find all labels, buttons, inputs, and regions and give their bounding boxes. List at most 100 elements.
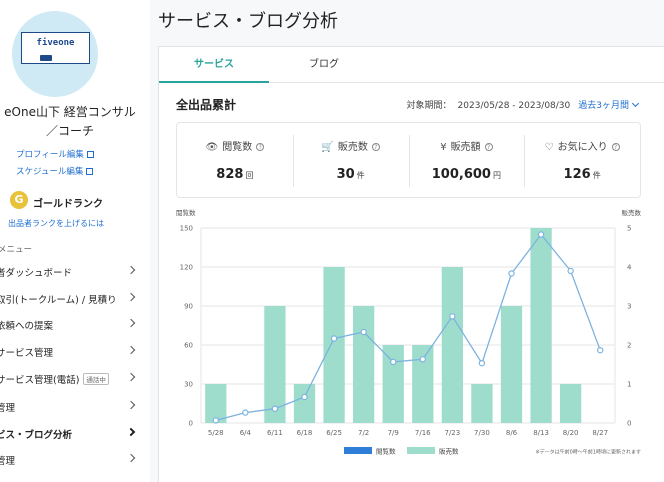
bar-sales [293,384,316,423]
heart-icon: ♡ [544,142,554,153]
summary-title: 全出品累計 [176,98,237,112]
rank-up-link[interactable]: 出品者ランクを上げるには [8,219,104,228]
y-axis-right-title: 販売数 [622,208,642,217]
menu-item-phone-service[interactable]: サービス管理(電話) 通話中 [0,366,140,392]
y-tick-label-left: 30 [184,381,193,389]
chevron-right-icon [126,265,136,275]
chevron-right-icon [126,453,136,463]
y-tick-label-right: 1 [627,381,631,389]
analytics-card: サービス ブログ 全出品累計 対象期間： 2023/05/28 - 2023/08… [158,46,664,482]
bar-sales [382,345,404,423]
chevron-right-icon [126,427,136,437]
chevron-down-icon [631,99,640,108]
user-name: eOne山下 経営コンサル ／コーチ [4,105,136,138]
point-views [449,313,456,320]
legend-swatch-sales [407,447,435,454]
schedule-edit-link[interactable]: スケジュール編集 [16,165,94,177]
bar-sales [500,306,523,423]
bar-sales [412,345,434,423]
x-tick-label: 8/6 [506,429,518,437]
stat-views: 👁 閲覧数? 828 回 [177,123,293,197]
cart-icon: 🛒 [321,142,334,153]
point-views [419,356,426,363]
x-tick-label: 7/9 [388,429,399,437]
point-views [212,417,219,424]
menu-heading: メニュー [0,245,33,255]
y-tick-label-left: 0 [189,420,193,428]
period-info: 対象期間： 2023/05/28 - 2023/08/30 過去3ヶ月間 [407,98,640,111]
stat-sales-count: 🛒 販売数? 30 件 [292,123,409,197]
x-tick-label: 7/2 [358,429,369,437]
status-badge: 通話中 [83,373,109,385]
chevron-right-icon [126,400,136,410]
avatar[interactable]: fiveone [12,11,98,97]
edit-icon [86,168,94,175]
x-tick-label: 7/30 [474,429,490,437]
x-tick-label: 5/28 [208,429,224,437]
stat-favorites: ♡ お気に入り? 126 件 [524,123,640,197]
x-tick-label: 6/11 [267,429,283,437]
chevron-right-icon [126,318,136,328]
y-tick-label-right: 2 [627,342,631,350]
y-tick-label-left: 60 [184,342,193,350]
legend-label-views: 閲覧数 [376,447,396,456]
point-views [478,359,486,367]
tab-blog[interactable]: ブログ [309,59,339,70]
y-tick-label-right: 5 [627,225,631,233]
y-tick-label-right: 4 [627,264,632,272]
point-views [271,405,279,412]
help-icon[interactable]: ? [484,143,493,151]
bar-sales [441,267,464,423]
logo: fiveone [21,32,90,64]
point-views [537,231,545,238]
rank-title: ゴールドランク [33,199,103,210]
point-views [301,393,308,401]
period-dates: 2023/05/28 - 2023/08/30 [457,101,571,111]
legend-label-sales: 販売数 [439,447,459,456]
profile-edit-link[interactable]: プロフィール編集 [16,148,94,160]
laptop-icon [40,55,52,61]
x-tick-label: 6/18 [297,429,313,437]
menu-item-analytics[interactable]: ビス・ブログ分析 [0,421,140,447]
legend-swatch-views [344,447,372,454]
menu-item-service-management[interactable]: サービス管理 [0,339,140,365]
x-tick-label: 8/20 [563,429,579,437]
point-views [390,358,397,366]
stat-sales-amount: ¥ 販売額? 100,600 円 [408,123,525,197]
point-views [567,267,574,275]
menu-item-dashboard[interactable]: 者ダッシュボード [0,259,140,285]
bar-sales [559,384,582,423]
menu-item-transactions[interactable]: 取引(トークルーム) / 見積り [0,286,140,312]
y-tick-label-right: 0 [627,420,631,428]
y-tick-label-left: 120 [180,264,193,272]
point-views [597,346,604,354]
page-title: サービス・ブログ分析 [158,11,338,32]
y-tick-label-left: 150 [180,225,193,233]
gold-rank-icon: G [10,191,28,209]
help-icon[interactable]: ? [371,143,380,151]
range-select[interactable]: 過去3ヶ月間 [578,99,640,111]
help-icon[interactable]: ? [256,143,265,151]
menu-item-proposals[interactable]: 依頼への提案 [0,312,140,338]
x-tick-label: 7/16 [415,429,431,437]
bar-sales [264,306,286,423]
x-tick-label: 6/25 [326,429,342,437]
menu-item-management-2[interactable]: 管理 [0,447,140,473]
stats-panel: 👁 閲覧数? 828 回 🛒 販売数? 30 件 ¥ 販売額? 100,600 円 ♡ お気に… [176,122,641,198]
line-views [215,233,601,422]
chevron-right-icon [126,345,136,355]
edit-icon [86,151,94,158]
x-tick-label: 6/4 [240,429,252,437]
point-views [508,270,515,277]
help-icon[interactable]: ? [611,143,620,151]
tab-service[interactable]: サービス [159,47,269,83]
bar-sales [352,306,375,423]
bar-sales [205,384,227,423]
point-views [242,409,249,416]
tab-bar: サービス ブログ [159,47,664,83]
chart-note: ※データは午前0時〜午前1時頃に更新されます [535,449,641,456]
menu-item-management[interactable]: 管理 [0,394,140,420]
bar-sales [530,228,552,423]
bar-sales [323,267,345,423]
